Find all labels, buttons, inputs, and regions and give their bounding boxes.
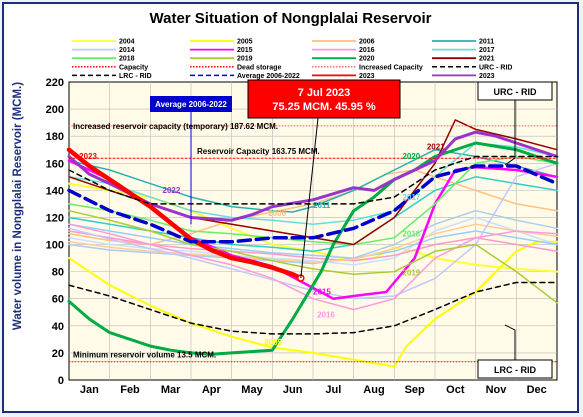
series-labels: 2005 2006 2011 2015 2016 2017 2018 2019 2020 2021… xyxy=(79,143,445,347)
series-line xyxy=(67,141,559,356)
series-label: 2005 xyxy=(264,338,282,347)
series-line xyxy=(68,155,558,246)
series-label: 2016 xyxy=(317,311,335,320)
current-callout-box xyxy=(247,79,401,119)
x-tick-label: Aug xyxy=(363,384,384,396)
series-label: 2019 xyxy=(402,269,420,278)
y-tick-label: 80 xyxy=(52,267,64,279)
legend-label: 2016 xyxy=(359,47,375,54)
legend: 2004 2005 2006 2011 2014 2015 2016 2017 2018 2019… xyxy=(72,39,512,80)
legend-label: 2015 xyxy=(237,47,253,54)
series-label: 2023 xyxy=(79,152,97,161)
series-line xyxy=(68,209,558,265)
x-tick-label: Jan xyxy=(80,384,99,396)
series-line xyxy=(68,223,558,311)
average-label: Average 2006-2022 xyxy=(155,100,227,109)
series-label: 2021 xyxy=(427,143,445,152)
legend-label: 2004 xyxy=(119,39,135,46)
legend-label: 2006 xyxy=(359,39,375,46)
y-tick-label: 0 xyxy=(58,375,64,387)
y-tick-label: 20 xyxy=(52,348,64,360)
chart-title: Water Situation of Nongplalai Reservoir xyxy=(149,10,432,27)
series-line xyxy=(68,209,558,304)
series-line xyxy=(68,223,558,259)
legend-label: URC - RID xyxy=(479,64,512,71)
current-callout-line xyxy=(300,117,319,279)
series-line xyxy=(68,240,558,368)
legend-label: Average 2006-2022 xyxy=(237,73,300,80)
x-tick-label: Mar xyxy=(161,384,181,396)
x-tick-label: Apr xyxy=(202,384,222,396)
series-group xyxy=(66,119,559,368)
series-label: 2022 xyxy=(163,186,181,195)
legend-label: 2017 xyxy=(479,47,495,54)
series-line xyxy=(68,155,558,205)
legend-label: Capacity xyxy=(119,64,148,71)
legend-label: 2021 xyxy=(479,56,495,63)
x-tick-label: Feb xyxy=(120,384,140,396)
x-tick-label: Jul xyxy=(325,384,341,396)
average-label-box xyxy=(150,96,232,112)
increased-capacity-text: Increased reservoir capacity (temporary)… xyxy=(73,122,278,131)
legend-label: 2023 xyxy=(479,73,495,80)
y-tick-label: 40 xyxy=(52,321,64,333)
legend-label: Increased Capacity xyxy=(359,64,423,71)
lrc-pointer xyxy=(504,324,516,360)
x-tick-label: Dec xyxy=(527,384,547,396)
series-line xyxy=(68,148,558,213)
y-tick-label: 60 xyxy=(52,294,64,306)
y-tick-label: 160 xyxy=(46,158,64,170)
legend-label: 2005 xyxy=(237,39,253,46)
series-label: 2015 xyxy=(313,288,331,297)
urc-pointer xyxy=(504,100,516,166)
min-volume-text: Minimum reservoir volume 13.5 MCM. xyxy=(73,351,216,360)
x-tick-label: May xyxy=(241,384,263,396)
y-tick-label: 100 xyxy=(46,240,64,252)
legend-label: Dead storage xyxy=(237,64,281,71)
current-value: 75.25 MCM. 45.95 % xyxy=(272,101,376,113)
x-tick-label: Oct xyxy=(446,384,465,396)
legend-label: 2019 xyxy=(237,56,253,63)
legend-label: LRC - RID xyxy=(119,73,152,80)
legend-label: 2020 xyxy=(359,56,375,63)
capacity-text: Reservoir Capacity 163.75 MCM. xyxy=(197,147,320,156)
x-tick-label: Nov xyxy=(486,384,508,396)
series-label: 2011 xyxy=(313,201,331,210)
lrc-label: LRC - RID xyxy=(494,365,536,375)
x-tick-label: Sep xyxy=(405,384,425,396)
urc-label: URC - RID xyxy=(494,87,537,97)
annotations: 7 Jul 2023 75.25 MCM. 45.95 % Average 2006… xyxy=(73,79,553,379)
series-line xyxy=(68,281,558,335)
series-label: 2018 xyxy=(402,229,420,238)
y-tick-label: 220 xyxy=(46,77,64,89)
current-date: 7 Jul 2023 xyxy=(298,87,351,99)
series-line xyxy=(68,223,558,263)
y-tick-label: 120 xyxy=(46,212,64,224)
y-ticks: 0 20 40 60 80 100 120 140 160 180 200 220 xyxy=(46,77,64,387)
legend-label: 2011 xyxy=(479,39,494,46)
series-line xyxy=(68,169,558,246)
x-ticks: Jan Feb Mar Apr May Jun Jul Aug Sep Oct Nov Dec xyxy=(80,384,547,396)
series-line xyxy=(67,164,559,244)
y-tick-label: 140 xyxy=(46,185,64,197)
series-label: 2017 xyxy=(402,193,420,202)
y-tick-label: 180 xyxy=(46,131,64,143)
y-tick-label: 200 xyxy=(46,104,64,116)
legend-label: 2014 xyxy=(119,47,135,54)
legend-label: 2023 xyxy=(359,73,375,80)
legend-label: 2018 xyxy=(119,56,135,63)
series-label: 2020 xyxy=(402,152,420,161)
x-tick-label: Jun xyxy=(283,384,303,396)
series-label: 2006 xyxy=(268,209,286,218)
series-line xyxy=(66,147,304,281)
